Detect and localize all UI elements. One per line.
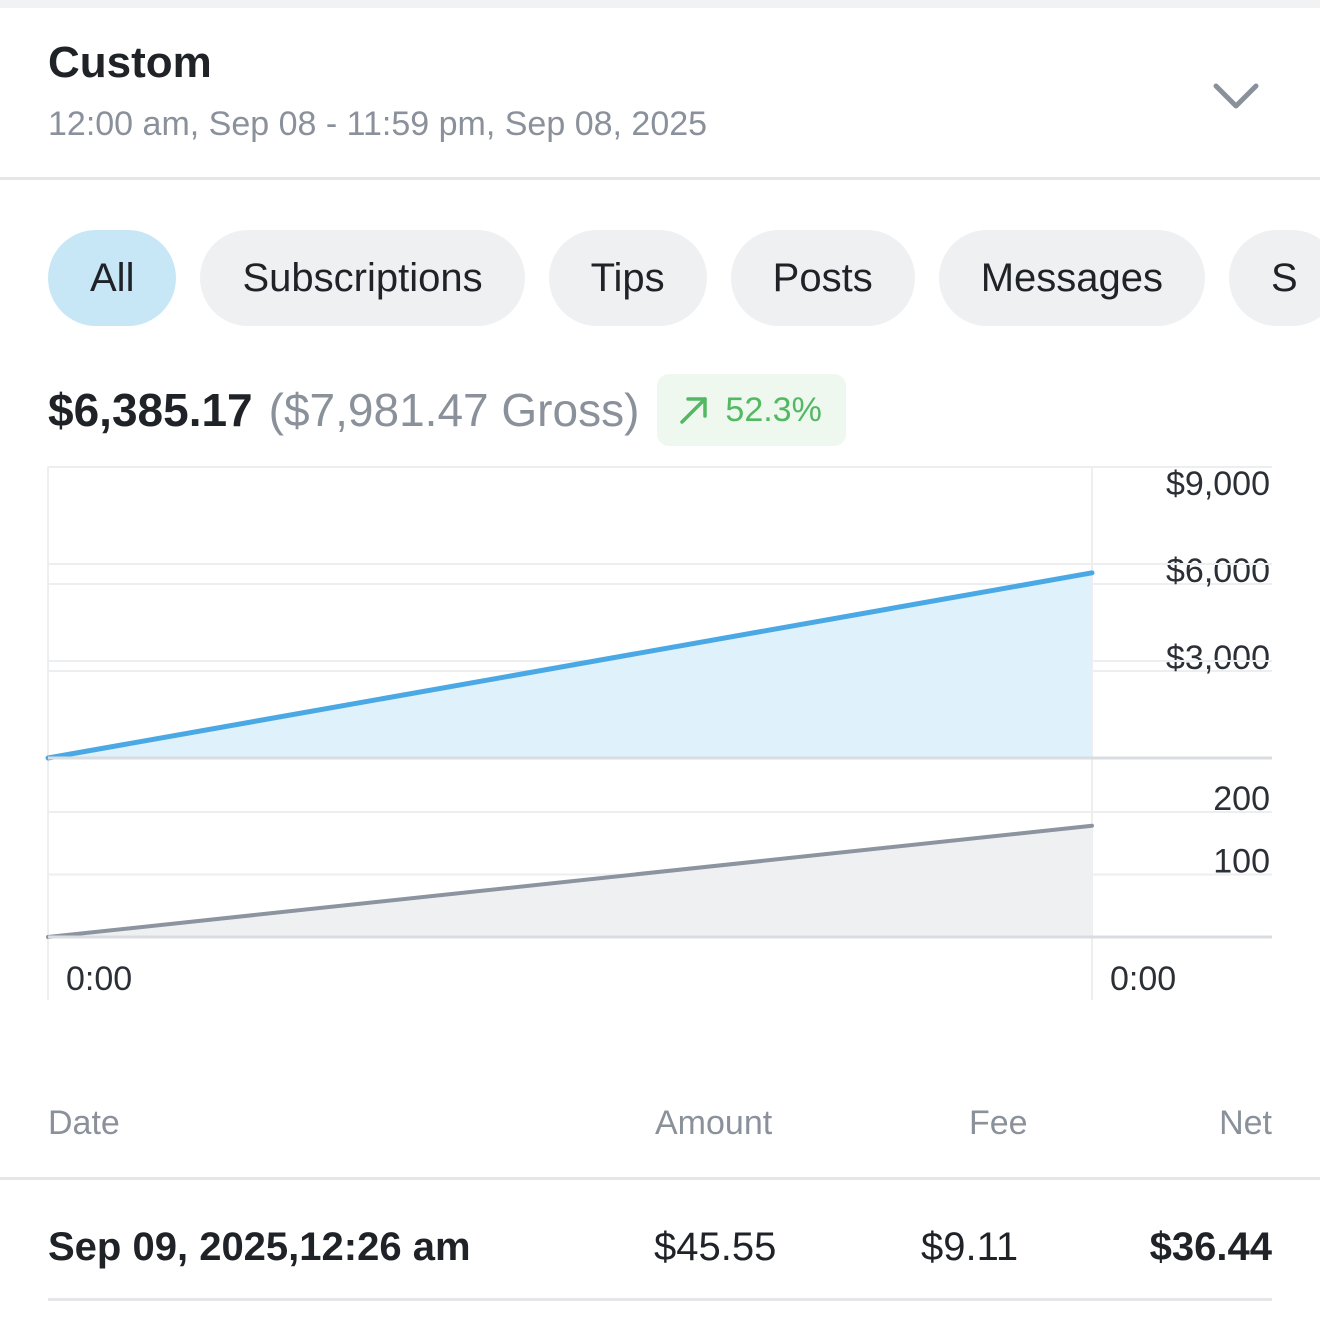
tab-tips[interactable]: Tips [548,230,707,326]
series-line [45,570,1095,761]
column-header-amount: Amount [655,1104,773,1142]
column-header-fee: Fee [969,1104,1028,1142]
x-tick-label: 0:00 [66,960,132,998]
category-tabs: All Subscriptions Tips Posts Messages S [48,230,1320,326]
table-header: Date Amount Fee Net [0,1100,1320,1180]
cell-fee: $9.11 [921,1225,1019,1269]
tab-posts[interactable]: Posts [730,230,915,326]
y-tick-label: 100 [1213,843,1270,881]
earnings-chart: $3,000 $6,000 $9,000 100 200 0:00 0:00 [45,465,1272,1000]
chevron-down-icon[interactable] [1206,72,1266,120]
tab-subscriptions[interactable]: Subscriptions [200,230,525,326]
series-line [46,823,1094,939]
gross-total: ($7,981.47 Gross) [268,384,640,436]
tab-all[interactable]: All [48,230,177,326]
date-range-selector[interactable]: Custom 12:00 am, Sep 08 - 11:59 pm, Sep … [0,8,1320,180]
y-tick-label: $9,000 [1166,465,1270,503]
trend-up-arrow-icon [680,397,708,424]
net-total: $6,385.17 [48,384,253,436]
tab-streams[interactable]: S [1229,230,1320,326]
change-badge: 52.3% [657,374,846,446]
y-tick-label: $3,000 [1166,639,1270,677]
top-strip [0,0,1320,8]
tab-messages[interactable]: Messages [938,230,1206,326]
range-title: Custom [48,38,212,87]
column-header-date: Date [48,1104,120,1142]
range-subtitle: 12:00 am, Sep 08 - 11:59 pm, Sep 08, 202… [48,105,708,143]
table-row[interactable]: Sep 09, 2025,12:26 am $45.55 $9.11 $36.4… [48,1181,1272,1301]
y-tick-label: $6,000 [1166,552,1270,590]
cell-amount: $45.55 [654,1225,777,1269]
change-percent: 52.3% [725,390,822,429]
y-tick-label: 200 [1213,780,1270,818]
cell-net: $36.44 [1149,1225,1272,1269]
x-tick-label: 0:00 [1110,960,1176,998]
cell-date: Sep 09, 2025,12:26 am [48,1225,471,1269]
column-header-net: Net [1219,1104,1272,1142]
earnings-summary: $6,385.17 ($7,981.47 Gross) 52.3% [48,372,846,448]
